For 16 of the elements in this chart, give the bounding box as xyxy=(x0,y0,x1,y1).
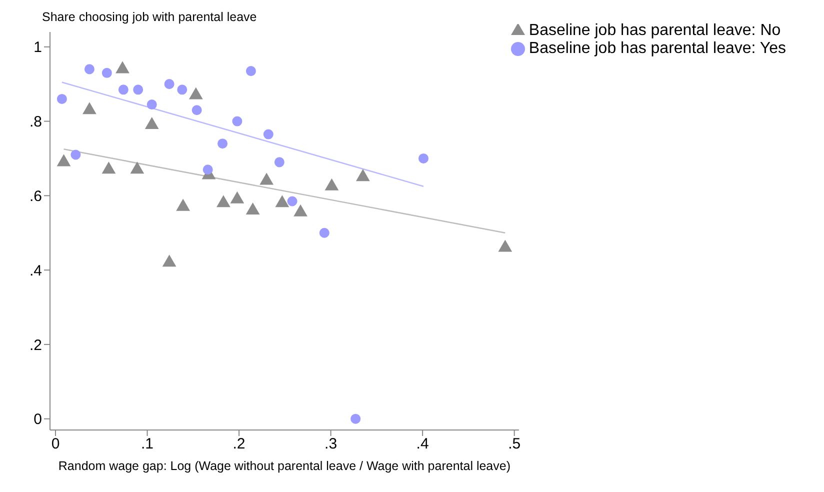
x-tick-label: 0 xyxy=(51,436,60,453)
x-axis-title: Random wage gap: Log (Wage without parental leave / Wage with parental leave) xyxy=(58,459,511,473)
y-tick-label: .2 xyxy=(29,336,42,354)
y-tick-label: 1 xyxy=(34,39,42,56)
x-tick-label: .4 xyxy=(416,436,429,453)
x-tick-label: .3 xyxy=(324,436,338,453)
x-tick-label: .2 xyxy=(232,436,246,453)
legend-label: Baseline job has parental leave: Yes xyxy=(528,40,786,57)
x-tick-label: .5 xyxy=(508,436,521,453)
y-tick-label: 0 xyxy=(34,411,42,428)
y-axis-title: Share choosing job with parental leave xyxy=(42,10,257,24)
y-tick-label: .6 xyxy=(29,188,42,205)
y-tick-label: .4 xyxy=(29,262,42,280)
x-tick-label: .1 xyxy=(141,436,154,453)
legend-label: Baseline job has parental leave: No xyxy=(528,22,781,39)
y-tick-label: .8 xyxy=(29,114,42,131)
